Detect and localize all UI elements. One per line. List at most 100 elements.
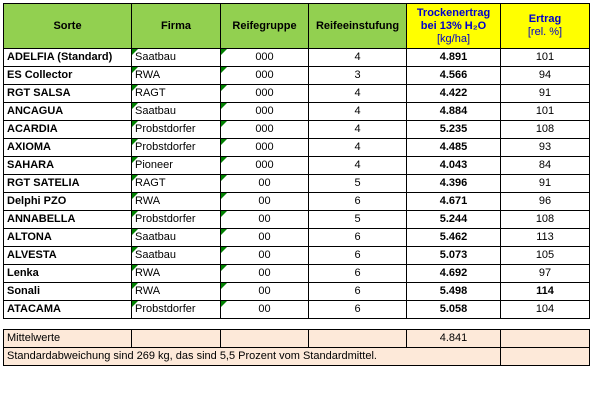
cell-sorte[interactable]: ANNABELLA [3, 210, 132, 229]
cell-ertrag[interactable]: 108 [500, 210, 590, 229]
cell-sorte[interactable]: Lenka [3, 264, 132, 283]
cell-reifeeinstufung[interactable]: 4 [308, 156, 407, 175]
cell-firma[interactable]: Probstdorfer [131, 210, 221, 229]
cell-firma[interactable]: RWA [131, 66, 221, 85]
cell-sorte[interactable]: RGT SATELIA [3, 174, 132, 193]
cell-trockenertrag[interactable]: 4.692 [406, 264, 501, 283]
cell-reifegruppe[interactable]: 000 [220, 66, 309, 85]
cell-trockenertrag[interactable]: 4.043 [406, 156, 501, 175]
cell-sorte[interactable]: ALTONA [3, 228, 132, 247]
mittelwerte-empty-1[interactable] [131, 329, 221, 348]
cell-firma[interactable]: RWA [131, 264, 221, 283]
header-sorte[interactable]: Sorte [3, 3, 132, 49]
mittelwerte-value[interactable]: 4.841 [406, 329, 501, 348]
cell-trockenertrag[interactable]: 4.422 [406, 84, 501, 103]
cell-ertrag[interactable]: 97 [500, 264, 590, 283]
cell-trockenertrag[interactable]: 5.235 [406, 120, 501, 139]
header-firma[interactable]: Firma [131, 3, 221, 49]
stddev-note[interactable]: Standardabweichung sind 269 kg, das sind… [3, 347, 501, 366]
cell-firma[interactable]: RAGT [131, 84, 221, 103]
cell-firma[interactable]: Probstdorfer [131, 300, 221, 319]
cell-reifeeinstufung[interactable]: 6 [308, 282, 407, 301]
cell-reifeeinstufung[interactable]: 4 [308, 48, 407, 67]
cell-ertrag[interactable]: 94 [500, 66, 590, 85]
cell-sorte[interactable]: ADELFIA (Standard) [3, 48, 132, 67]
cell-trockenertrag[interactable]: 5.498 [406, 282, 501, 301]
cell-trockenertrag[interactable]: 5.244 [406, 210, 501, 229]
cell-reifeeinstufung[interactable]: 6 [308, 228, 407, 247]
cell-firma[interactable]: RAGT [131, 174, 221, 193]
cell-sorte[interactable]: RGT SALSA [3, 84, 132, 103]
cell-trockenertrag[interactable]: 4.396 [406, 174, 501, 193]
cell-trockenertrag[interactable]: 4.884 [406, 102, 501, 121]
cell-firma[interactable]: Pioneer [131, 156, 221, 175]
cell-reifeeinstufung[interactable]: 3 [308, 66, 407, 85]
cell-trockenertrag[interactable]: 4.891 [406, 48, 501, 67]
cell-reifegruppe[interactable]: 000 [220, 120, 309, 139]
cell-sorte[interactable]: ANCAGUA [3, 102, 132, 121]
cell-firma[interactable]: RWA [131, 282, 221, 301]
cell-reifeeinstufung[interactable]: 5 [308, 210, 407, 229]
cell-firma[interactable]: Saatbau [131, 102, 221, 121]
cell-reifegruppe[interactable]: 00 [220, 228, 309, 247]
note-empty[interactable] [500, 347, 590, 366]
cell-ertrag[interactable]: 84 [500, 156, 590, 175]
cell-reifegruppe[interactable]: 00 [220, 264, 309, 283]
cell-firma[interactable]: Saatbau [131, 228, 221, 247]
cell-reifegruppe[interactable]: 00 [220, 300, 309, 319]
cell-trockenertrag[interactable]: 4.671 [406, 192, 501, 211]
cell-ertrag[interactable]: 101 [500, 102, 590, 121]
cell-firma[interactable]: Saatbau [131, 48, 221, 67]
cell-sorte[interactable]: ES Collector [3, 66, 132, 85]
mittelwerte-label[interactable]: Mittelwerte [3, 329, 132, 348]
header-reifeeinstufung[interactable]: Reifeeinstufung [308, 3, 407, 49]
cell-firma[interactable]: Probstdorfer [131, 120, 221, 139]
mittelwerte-empty-4[interactable] [500, 329, 590, 348]
cell-sorte[interactable]: Sonali [3, 282, 132, 301]
cell-reifeeinstufung[interactable]: 6 [308, 192, 407, 211]
cell-firma[interactable]: Probstdorfer [131, 138, 221, 157]
header-trockenertrag[interactable]: Trockenertrag bei 13% H₂O [kg/ha] [406, 3, 501, 49]
cell-reifegruppe[interactable]: 00 [220, 282, 309, 301]
cell-reifeeinstufung[interactable]: 4 [308, 138, 407, 157]
cell-ertrag[interactable]: 101 [500, 48, 590, 67]
cell-ertrag[interactable]: 105 [500, 246, 590, 265]
cell-sorte[interactable]: ATACAMA [3, 300, 132, 319]
cell-reifeeinstufung[interactable]: 6 [308, 264, 407, 283]
cell-reifegruppe[interactable]: 000 [220, 138, 309, 157]
cell-reifegruppe[interactable]: 00 [220, 210, 309, 229]
cell-reifeeinstufung[interactable]: 6 [308, 300, 407, 319]
cell-ertrag[interactable]: 108 [500, 120, 590, 139]
header-reifegruppe[interactable]: Reifegruppe [220, 3, 309, 49]
cell-reifeeinstufung[interactable]: 4 [308, 84, 407, 103]
cell-reifegruppe[interactable]: 00 [220, 174, 309, 193]
cell-reifeeinstufung[interactable]: 5 [308, 174, 407, 193]
cell-reifegruppe[interactable]: 000 [220, 156, 309, 175]
cell-sorte[interactable]: SAHARA [3, 156, 132, 175]
cell-sorte[interactable]: Delphi PZO [3, 192, 132, 211]
mittelwerte-empty-3[interactable] [308, 329, 407, 348]
cell-firma[interactable]: RWA [131, 192, 221, 211]
cell-firma[interactable]: Saatbau [131, 246, 221, 265]
cell-reifegruppe[interactable]: 000 [220, 48, 309, 67]
cell-reifegruppe[interactable]: 000 [220, 102, 309, 121]
cell-reifeeinstufung[interactable]: 6 [308, 246, 407, 265]
cell-ertrag[interactable]: 96 [500, 192, 590, 211]
cell-sorte[interactable]: ALVESTA [3, 246, 132, 265]
cell-trockenertrag[interactable]: 5.073 [406, 246, 501, 265]
cell-ertrag[interactable]: 91 [500, 84, 590, 103]
cell-reifeeinstufung[interactable]: 4 [308, 120, 407, 139]
cell-reifegruppe[interactable]: 00 [220, 246, 309, 265]
cell-ertrag[interactable]: 93 [500, 138, 590, 157]
cell-ertrag[interactable]: 114 [500, 282, 590, 301]
cell-reifeeinstufung[interactable]: 4 [308, 102, 407, 121]
cell-ertrag[interactable]: 113 [500, 228, 590, 247]
cell-trockenertrag[interactable]: 4.566 [406, 66, 501, 85]
cell-ertrag[interactable]: 91 [500, 174, 590, 193]
cell-trockenertrag[interactable]: 5.462 [406, 228, 501, 247]
cell-ertrag[interactable]: 104 [500, 300, 590, 319]
cell-trockenertrag[interactable]: 4.485 [406, 138, 501, 157]
cell-reifegruppe[interactable]: 00 [220, 192, 309, 211]
mittelwerte-empty-2[interactable] [220, 329, 309, 348]
cell-sorte[interactable]: AXIOMA [3, 138, 132, 157]
